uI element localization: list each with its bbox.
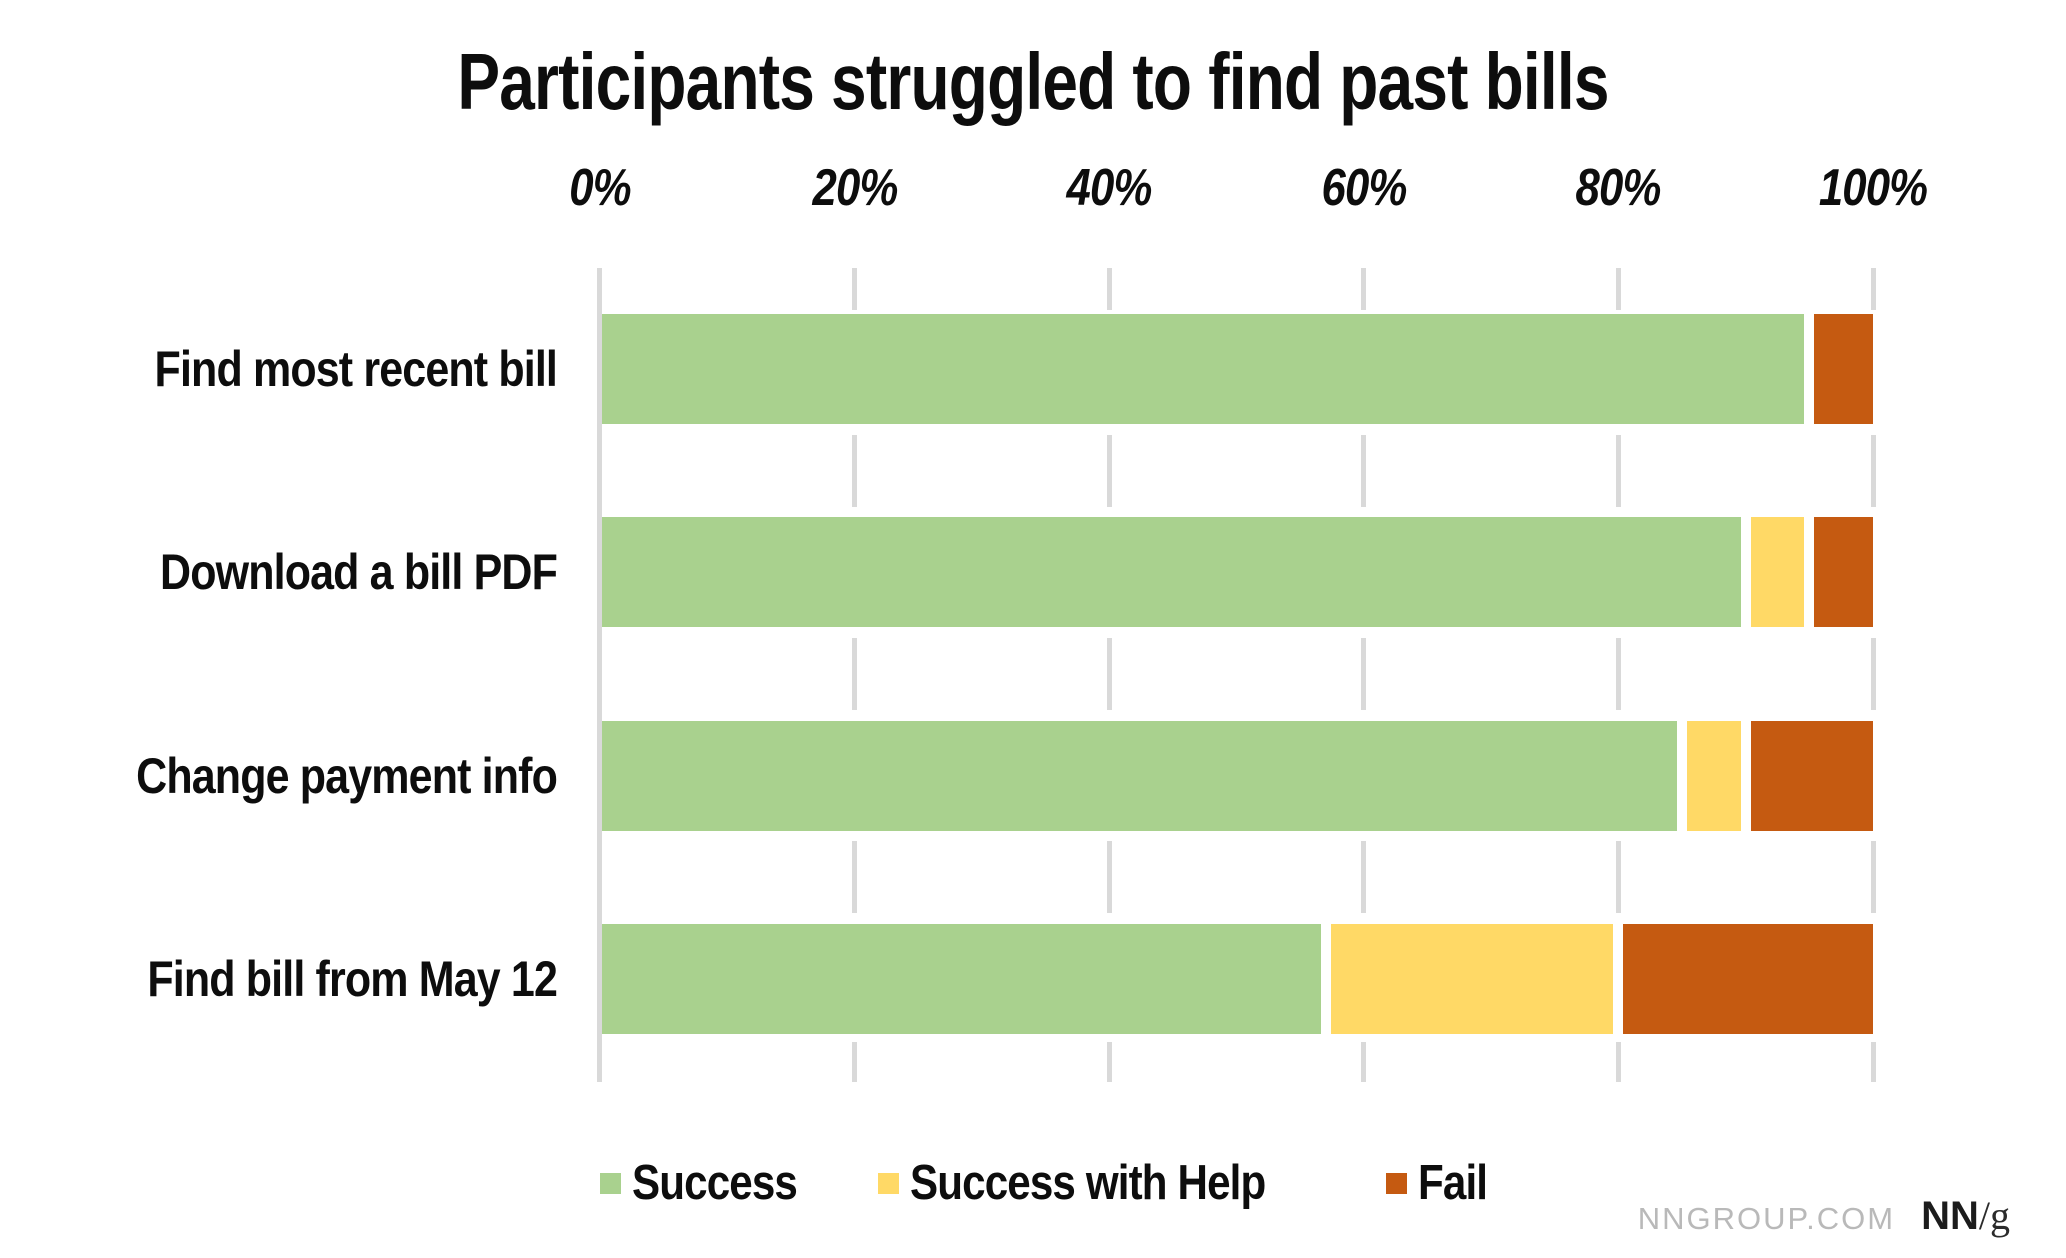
x-axis-tick-label: 0% — [569, 159, 631, 217]
legend-item-success-with-help: Success with Help — [878, 1152, 1323, 1214]
legend-label: Fail — [1418, 1156, 1488, 1210]
gridline-tick — [1106, 268, 1112, 310]
legend-label: Success with Help — [910, 1156, 1266, 1210]
gridline-tick — [1615, 435, 1621, 507]
x-axis-tick-label: 80% — [1575, 159, 1662, 217]
category-label: Find most recent bill — [154, 341, 558, 397]
gridline-tick — [852, 841, 858, 913]
gridline-tick — [1870, 841, 1876, 913]
nng-logo-slash-g: /g — [1978, 1193, 2010, 1238]
gridline-tick — [1615, 268, 1621, 310]
legend-swatch-icon — [1386, 1172, 1407, 1194]
gridline-tick — [1106, 435, 1112, 507]
gridline-tick — [1615, 638, 1621, 710]
bar-segment-success — [602, 924, 1321, 1035]
gridline-tick — [1106, 1042, 1112, 1082]
x-axis-tick-label: 20% — [812, 159, 898, 217]
gridline-tick — [1106, 638, 1112, 710]
bar-segment-fail — [1750, 720, 1873, 831]
category-label: Find bill from May 12 — [147, 951, 557, 1008]
x-axis-tick-label: 40% — [1066, 159, 1153, 217]
gridline-tick — [1615, 1042, 1621, 1082]
bar-segment-success — [602, 517, 1741, 628]
gridline-tick — [1615, 841, 1621, 913]
category-label: Download a bill PDF — [160, 544, 558, 601]
y-axis-line — [597, 268, 602, 1082]
bar-segment-success — [602, 314, 1805, 424]
gridline-tick — [1106, 841, 1112, 913]
category-label: Change payment info — [136, 747, 558, 804]
gridline-tick — [1361, 841, 1367, 913]
gridline-tick — [1361, 268, 1367, 310]
legend-label: Success — [632, 1156, 798, 1210]
nng-logo-nn: NN — [1921, 1194, 1979, 1238]
bar-segment-fail — [1814, 517, 1873, 628]
bar-segment-fail — [1814, 314, 1873, 424]
chart-title: Participants struggled to find past bill… — [457, 37, 1609, 126]
legend-item-fail: Fail — [1386, 1152, 1498, 1214]
gridline-tick — [852, 638, 858, 710]
gridline-tick — [852, 1042, 858, 1082]
gridline-tick — [852, 268, 858, 310]
gridline-tick — [1361, 638, 1367, 710]
legend-swatch-icon — [600, 1172, 621, 1194]
footer-site-text: NNGROUP.COM — [1637, 1201, 1896, 1236]
bar-segment-success-with-help — [1687, 720, 1741, 831]
x-axis-tick-label: 60% — [1321, 159, 1407, 217]
bar-segment-success-with-help — [1330, 924, 1614, 1035]
gridline-tick — [1870, 638, 1876, 710]
gridline-tick — [1870, 1042, 1876, 1082]
legend-swatch-icon — [878, 1172, 899, 1194]
bar-segment-success — [602, 720, 1678, 831]
footer: NNGROUP.COM NN /g — [1638, 1192, 2010, 1239]
legend-item-success: Success — [600, 1152, 824, 1214]
bar-segment-fail — [1623, 924, 1873, 1035]
gridline-tick — [1870, 435, 1876, 507]
gridline-tick — [852, 435, 858, 507]
bar-segment-success-with-help — [1750, 517, 1805, 628]
gridline-tick — [1870, 268, 1876, 310]
gridline-tick — [1361, 435, 1367, 507]
gridline-tick — [1361, 1042, 1367, 1082]
x-axis-tick-label: 100% — [1818, 159, 1928, 217]
